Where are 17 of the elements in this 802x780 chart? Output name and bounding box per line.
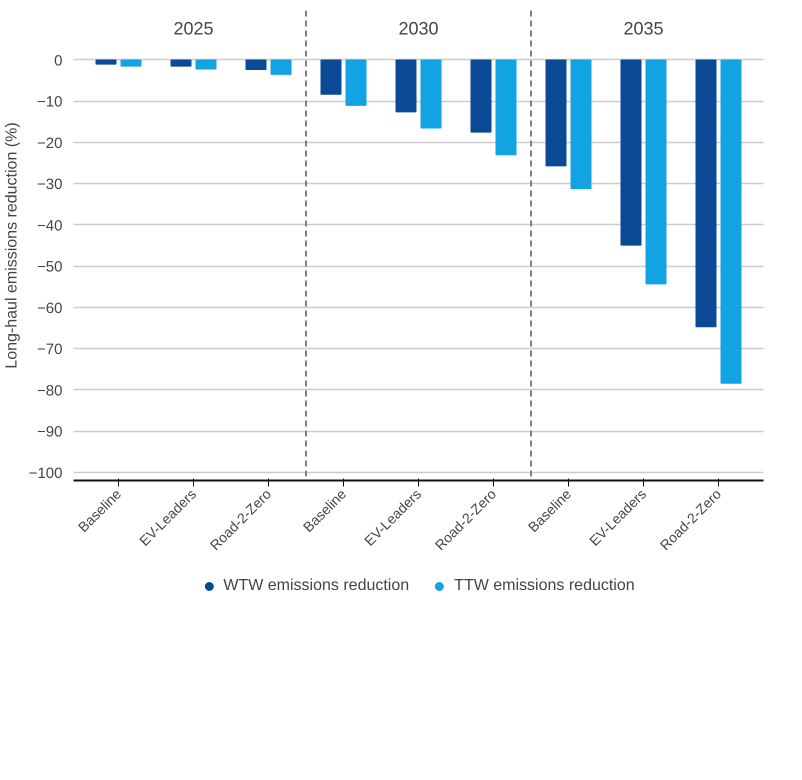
y-tick-label: −10 [37, 94, 63, 111]
annotation: 2025 [173, 18, 214, 38]
y-tick-label: −70 [37, 341, 63, 358]
y-tick-label: −100 [28, 464, 63, 482]
annotation: 2030 [398, 18, 439, 38]
y-tick-label: −50 [37, 258, 63, 276]
legend-label: TTW emissions reduction [454, 577, 635, 595]
y-tick-label: −80 [37, 382, 63, 400]
y-tick-label: −20 [37, 134, 63, 152]
y-tick-label: −90 [37, 424, 63, 441]
y-axis-title: Long-haul emissions reduction (%) [4, 122, 21, 369]
y-tick-label: −30 [37, 176, 63, 194]
y-tick-label: −40 [37, 217, 63, 234]
y-tick-label: −60 [37, 300, 63, 317]
annotation: 2035 [623, 18, 664, 38]
legend-label: WTW emissions reduction [223, 577, 410, 595]
y-tick-label: 0 [54, 52, 62, 70]
